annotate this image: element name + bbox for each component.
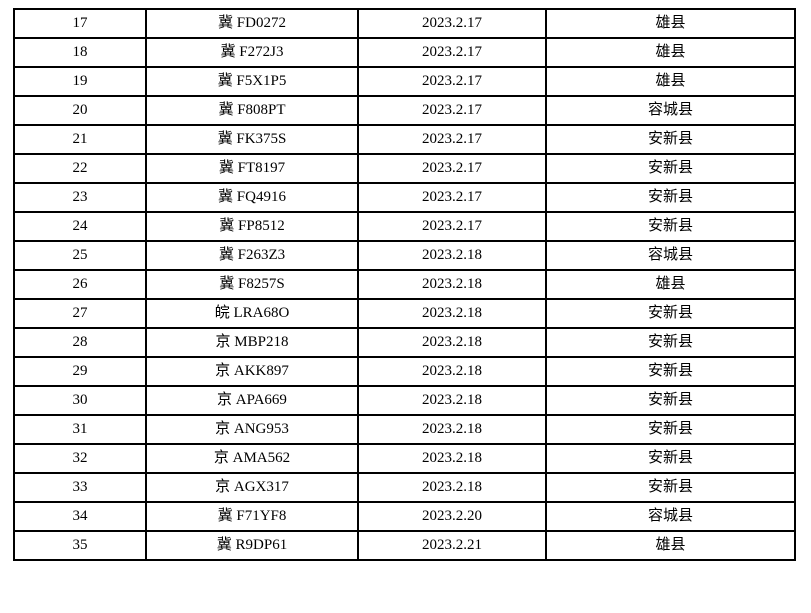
plate-number-cell: 冀 F272J3	[145, 37, 359, 68]
plate-number-cell: 皖 LRA68O	[145, 298, 359, 329]
date-cell: 2023.2.18	[357, 240, 547, 271]
table-row: 34 冀 F71YF8 2023.2.20 容城县	[13, 501, 796, 532]
row-index-cell: 18	[13, 37, 147, 68]
date-cell: 2023.2.18	[357, 269, 547, 300]
row-index-cell: 20	[13, 95, 147, 126]
table-row: 35 冀 R9DP61 2023.2.21 雄县	[13, 530, 796, 561]
location-cell: 安新县	[545, 124, 796, 155]
location-cell: 安新县	[545, 443, 796, 474]
table-row: 31 京 ANG953 2023.2.18 安新县	[13, 414, 796, 445]
location-cell: 容城县	[545, 240, 796, 271]
location-cell: 雄县	[545, 8, 796, 39]
row-index-cell: 22	[13, 153, 147, 184]
date-cell: 2023.2.18	[357, 472, 547, 503]
row-index-cell: 24	[13, 211, 147, 242]
date-cell: 2023.2.18	[357, 298, 547, 329]
row-index-cell: 23	[13, 182, 147, 213]
table-row: 30 京 APA669 2023.2.18 安新县	[13, 385, 796, 416]
location-cell: 安新县	[545, 356, 796, 387]
location-cell: 安新县	[545, 472, 796, 503]
row-index-cell: 33	[13, 472, 147, 503]
table-row: 32 京 AMA562 2023.2.18 安新县	[13, 443, 796, 474]
date-cell: 2023.2.17	[357, 211, 547, 242]
location-cell: 安新县	[545, 414, 796, 445]
table-row: 17 冀 FD0272 2023.2.17 雄县	[13, 8, 796, 39]
table-row: 22 冀 FT8197 2023.2.17 安新县	[13, 153, 796, 184]
row-index-cell: 21	[13, 124, 147, 155]
row-index-cell: 30	[13, 385, 147, 416]
date-cell: 2023.2.17	[357, 66, 547, 97]
date-cell: 2023.2.18	[357, 385, 547, 416]
table-row: 27 皖 LRA68O 2023.2.18 安新县	[13, 298, 796, 329]
table-row: 25 冀 F263Z3 2023.2.18 容城县	[13, 240, 796, 271]
plate-number-cell: 冀 F8257S	[145, 269, 359, 300]
date-cell: 2023.2.18	[357, 443, 547, 474]
date-cell: 2023.2.18	[357, 414, 547, 445]
plate-number-cell: 京 AMA562	[145, 443, 359, 474]
row-index-cell: 28	[13, 327, 147, 358]
vehicle-records-table: 17 冀 FD0272 2023.2.17 雄县 18 冀 F272J3 202…	[13, 8, 796, 561]
row-index-cell: 17	[13, 8, 147, 39]
table-row: 23 冀 FQ4916 2023.2.17 安新县	[13, 182, 796, 213]
date-cell: 2023.2.18	[357, 356, 547, 387]
location-cell: 安新县	[545, 153, 796, 184]
location-cell: 安新县	[545, 211, 796, 242]
location-cell: 雄县	[545, 37, 796, 68]
location-cell: 安新县	[545, 327, 796, 358]
table-row: 29 京 AKK897 2023.2.18 安新县	[13, 356, 796, 387]
location-cell: 雄县	[545, 530, 796, 561]
table-row: 33 京 AGX317 2023.2.18 安新县	[13, 472, 796, 503]
row-index-cell: 35	[13, 530, 147, 561]
table-row: 19 冀 F5X1P5 2023.2.17 雄县	[13, 66, 796, 97]
date-cell: 2023.2.17	[357, 37, 547, 68]
plate-number-cell: 冀 F5X1P5	[145, 66, 359, 97]
date-cell: 2023.2.17	[357, 153, 547, 184]
plate-number-cell: 冀 F808PT	[145, 95, 359, 126]
plate-number-cell: 京 ANG953	[145, 414, 359, 445]
row-index-cell: 29	[13, 356, 147, 387]
location-cell: 安新县	[545, 298, 796, 329]
row-index-cell: 27	[13, 298, 147, 329]
table-body: 17 冀 FD0272 2023.2.17 雄县 18 冀 F272J3 202…	[13, 8, 796, 561]
plate-number-cell: 冀 R9DP61	[145, 530, 359, 561]
plate-number-cell: 冀 F263Z3	[145, 240, 359, 271]
date-cell: 2023.2.17	[357, 95, 547, 126]
location-cell: 安新县	[545, 182, 796, 213]
date-cell: 2023.2.17	[357, 124, 547, 155]
plate-number-cell: 冀 FK375S	[145, 124, 359, 155]
row-index-cell: 31	[13, 414, 147, 445]
date-cell: 2023.2.17	[357, 182, 547, 213]
plate-number-cell: 京 APA669	[145, 385, 359, 416]
location-cell: 雄县	[545, 269, 796, 300]
date-cell: 2023.2.20	[357, 501, 547, 532]
table-row: 21 冀 FK375S 2023.2.17 安新县	[13, 124, 796, 155]
row-index-cell: 34	[13, 501, 147, 532]
location-cell: 容城县	[545, 501, 796, 532]
row-index-cell: 25	[13, 240, 147, 271]
plate-number-cell: 冀 FQ4916	[145, 182, 359, 213]
plate-number-cell: 冀 FD0272	[145, 8, 359, 39]
date-cell: 2023.2.17	[357, 8, 547, 39]
table-row: 28 京 MBP218 2023.2.18 安新县	[13, 327, 796, 358]
plate-number-cell: 京 AGX317	[145, 472, 359, 503]
row-index-cell: 26	[13, 269, 147, 300]
table-row: 24 冀 FP8512 2023.2.17 安新县	[13, 211, 796, 242]
table-row: 26 冀 F8257S 2023.2.18 雄县	[13, 269, 796, 300]
date-cell: 2023.2.18	[357, 327, 547, 358]
table-row: 18 冀 F272J3 2023.2.17 雄县	[13, 37, 796, 68]
location-cell: 容城县	[545, 95, 796, 126]
row-index-cell: 32	[13, 443, 147, 474]
plate-number-cell: 冀 F71YF8	[145, 501, 359, 532]
location-cell: 雄县	[545, 66, 796, 97]
location-cell: 安新县	[545, 385, 796, 416]
plate-number-cell: 京 AKK897	[145, 356, 359, 387]
plate-number-cell: 冀 FT8197	[145, 153, 359, 184]
plate-number-cell: 冀 FP8512	[145, 211, 359, 242]
row-index-cell: 19	[13, 66, 147, 97]
table-row: 20 冀 F808PT 2023.2.17 容城县	[13, 95, 796, 126]
date-cell: 2023.2.21	[357, 530, 547, 561]
plate-number-cell: 京 MBP218	[145, 327, 359, 358]
